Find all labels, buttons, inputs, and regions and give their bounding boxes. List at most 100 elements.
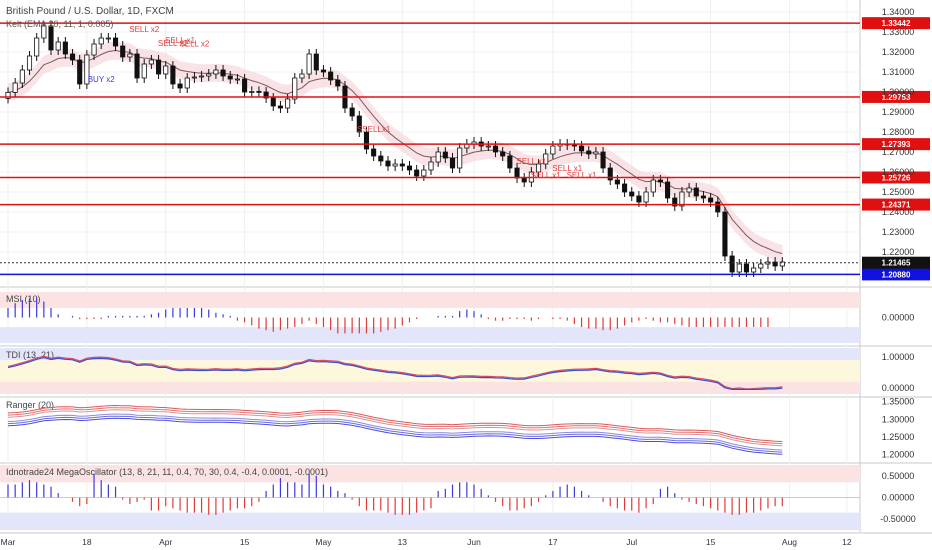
candle — [686, 183, 692, 197]
candle-body — [385, 160, 391, 167]
candle-body — [277, 105, 283, 109]
candle — [650, 175, 656, 197]
x-tick-label: 17 — [548, 537, 558, 547]
ranger-line — [7, 417, 783, 455]
candle — [335, 75, 341, 91]
ranger-line — [7, 413, 783, 451]
candle-body — [156, 59, 162, 75]
candle-body — [55, 41, 61, 51]
candle-body — [69, 53, 76, 61]
candle-body — [507, 155, 513, 169]
candle-body — [177, 83, 183, 89]
candle — [62, 37, 68, 59]
candle-body — [170, 65, 176, 85]
candle — [320, 65, 327, 77]
candle — [772, 257, 778, 271]
candle-body — [34, 37, 40, 57]
candle-body — [206, 73, 212, 77]
panel-tick-label: 1.20000 — [882, 450, 915, 460]
candle-body — [127, 53, 133, 58]
candle — [277, 101, 283, 113]
candle — [220, 65, 226, 81]
candle-body — [593, 151, 599, 155]
candle — [292, 73, 298, 104]
sell-signal-label: SELL x1 — [552, 164, 582, 173]
candle-body — [313, 53, 319, 71]
sell-signal-label: SELL x2 — [179, 39, 209, 48]
candle — [19, 65, 25, 88]
candle-body — [736, 263, 742, 273]
candle — [127, 49, 133, 62]
candle-body — [184, 77, 190, 89]
candle-body — [306, 53, 312, 75]
candle — [227, 71, 233, 84]
panel-label: MSI (10) — [6, 294, 41, 304]
candle-body — [535, 163, 542, 173]
candle — [41, 21, 47, 43]
panel-tick-label: 0.50000 — [882, 471, 915, 481]
candle-body — [242, 78, 248, 93]
price-tick-label: 1.25000 — [882, 187, 915, 197]
candle — [55, 37, 61, 55]
panel-tick-label: 1.30000 — [882, 414, 915, 424]
panel-tick-label: 0.00000 — [882, 493, 915, 503]
candles — [5, 21, 785, 277]
candle — [69, 49, 76, 65]
candle — [120, 41, 126, 62]
candle — [105, 33, 111, 43]
candle — [543, 149, 549, 169]
price-tick-label: 1.27000 — [882, 147, 915, 157]
candle — [48, 21, 54, 55]
level-tag: 1.29753 — [862, 90, 930, 103]
price-tick-label: 1.34000 — [882, 7, 915, 17]
candle — [399, 159, 405, 171]
candle-body — [199, 75, 205, 78]
support-tag: 1.20880 — [862, 268, 930, 281]
candle — [256, 86, 262, 97]
level-tag-label: 1.27393 — [882, 140, 911, 149]
x-tick-label: 12 — [842, 537, 852, 547]
candle-body — [5, 92, 11, 99]
indicator-panels: MSI (10) TDI (13, 21) Ranger (20) Idnotrade… — [0, 292, 860, 530]
candle-body — [41, 25, 47, 39]
tdi-signal-line — [7, 356, 783, 391]
price-tick-label: 1.24000 — [882, 207, 915, 217]
candle — [672, 193, 678, 211]
last-price-tag: 1.21465 — [862, 256, 930, 269]
candle — [643, 187, 649, 207]
candle-body — [26, 55, 33, 71]
candle — [84, 50, 90, 89]
candle — [177, 79, 183, 93]
candle-body — [406, 165, 413, 171]
candle-body — [148, 59, 154, 65]
candle-body — [607, 167, 613, 181]
last-price-tag-label: 1.21465 — [882, 259, 911, 268]
candle — [500, 147, 506, 161]
level-tag-bg — [862, 171, 930, 184]
candle-body — [679, 191, 685, 207]
candle-body — [299, 73, 305, 79]
candle-body — [435, 151, 441, 163]
price-tick-label: 1.28000 — [882, 127, 915, 137]
panel-label: TDI (13, 21) — [6, 350, 54, 360]
candle-body — [779, 261, 785, 267]
price-tick-label: 1.29000 — [882, 107, 915, 117]
candle-body — [378, 155, 384, 162]
candle — [535, 159, 542, 177]
panel-zone — [0, 360, 860, 382]
sell-signal-label: SELL x1 — [531, 171, 561, 180]
candle — [593, 147, 599, 159]
candle-body — [657, 179, 663, 183]
candle-body — [729, 255, 735, 273]
price-tick-label: 1.31000 — [882, 67, 915, 77]
candle-body — [722, 211, 728, 257]
candle-body — [220, 69, 226, 77]
candle-body — [270, 97, 276, 107]
panel-tick-label: 1.35000 — [882, 397, 915, 407]
candle-body — [600, 151, 606, 169]
candle — [26, 51, 33, 75]
candle-body — [743, 263, 750, 273]
candle-body — [371, 148, 377, 157]
